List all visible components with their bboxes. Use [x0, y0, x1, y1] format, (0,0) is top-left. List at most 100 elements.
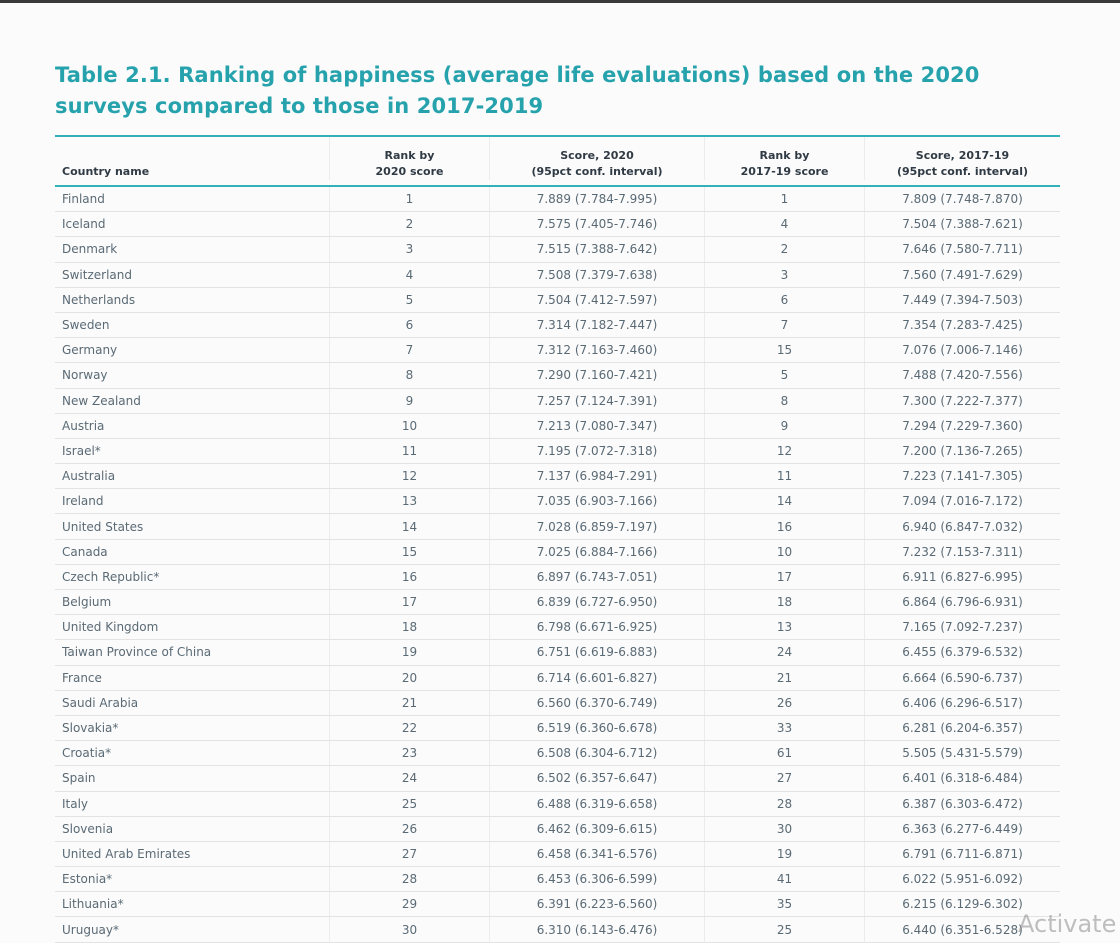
table-cell: 7.076 (7.006-7.146) [902, 343, 1023, 358]
table-cell: 12 [705, 438, 865, 464]
table-cell: 24 [705, 640, 865, 665]
table-cell: 7.488 (7.420-7.556) [902, 368, 1023, 383]
table-row: United States 14 7.028 (6.859-7.197) 16 6.94… [55, 514, 1060, 540]
title: Table 2.1. Ranking of happiness (average… [55, 60, 979, 122]
table-cell: United States [55, 514, 330, 539]
table-cell: 33 [705, 715, 865, 741]
table-cell: Spain [55, 766, 330, 791]
table-cell: 7.515 (7.388-7.642) [490, 237, 705, 262]
table-cell: 6.406 (6.296-6.517) [902, 695, 1023, 710]
table-cell: 6.897 (6.743-7.051) [490, 564, 705, 589]
table-row: Estonia* 28 6.453 (6.306-6.599) 41 6.022 (5.… [55, 867, 1060, 893]
table-cell: 6.462 (6.309-6.615) [490, 816, 705, 841]
header-line: Score, 2020 [560, 149, 634, 162]
table-cell: 7.232 (7.153-7.311) [902, 544, 1023, 559]
table-cell: 25 [705, 917, 865, 942]
table-cell: 41 [705, 867, 865, 892]
table-row: Italy 25 6.488 (6.319-6.658) 28 6.387 (6.303… [55, 791, 1060, 817]
table-cell: Uruguay* [55, 917, 330, 942]
table-row: Canada 15 7.025 (6.884-7.166) 10 7.232 (7.15… [55, 539, 1060, 565]
table-cell: 7.575 (7.405-7.746) [490, 212, 705, 237]
table-cell: 7.508 (7.379-7.638) [490, 262, 705, 287]
table-row: Ireland 13 7.035 (6.903-7.166) 14 7.094 (7.0… [55, 489, 1060, 515]
table-cell: 15 [705, 338, 865, 363]
table-cell: Slovenia [55, 816, 330, 841]
table-row: Saudi Arabia 21 6.560 (6.370-6.749) 26 6.406… [55, 690, 1060, 716]
table-row: Norway 8 7.290 (7.160-7.421) 5 7.488 (7.420-… [55, 363, 1060, 389]
table-cell: 6.401 (6.318-6.484) [902, 771, 1023, 786]
table-cell: 6.281 (6.204-6.357) [902, 721, 1023, 736]
title-line: surveys compared to those in 2017-2019 [55, 94, 544, 118]
table-cell: 6.791 (6.711-6.871) [902, 846, 1023, 861]
table-cell: France [55, 665, 330, 690]
table-cell: Norway [55, 363, 330, 388]
table-row: Switzerland 4 7.508 (7.379-7.638) 3 7.560 (7… [55, 262, 1060, 288]
table-cell: 29 [330, 892, 490, 917]
table-cell: 17 [330, 590, 490, 615]
header-row: Country name Rank by 2020 score Score, 2020… [55, 137, 1060, 187]
table-cell: 3 [330, 237, 490, 262]
table-cell: 12 [330, 464, 490, 489]
table-cell: 6.864 (6.796-6.931) [902, 595, 1023, 610]
table-cell: 7.257 (7.124-7.391) [490, 388, 705, 413]
table-row: Sweden 6 7.314 (7.182-7.447) 7 7.354 (7.283-… [55, 312, 1060, 339]
table-cell: 6.455 (6.379-6.532) [902, 645, 1023, 660]
header-line: (95pct conf. interval) [531, 165, 663, 178]
table-row: France 20 6.714 (6.601-6.827) 21 6.664 (6.59… [55, 665, 1060, 691]
table-cell: 15 [330, 539, 490, 564]
table-cell: 16 [330, 564, 490, 589]
table-cell: 8 [330, 363, 490, 388]
table-cell: 13 [705, 615, 865, 640]
table-cell: United Kingdom [55, 615, 330, 640]
table-cell: Taiwan Province of China [55, 640, 330, 665]
table-cell: 6.798 (6.671-6.925) [490, 615, 705, 640]
table-cell: 6.488 (6.319-6.658) [490, 791, 705, 816]
table-row: United Kingdom 18 6.798 (6.671-6.925) 13 7.1… [55, 615, 1060, 641]
table-cell: 7.025 (6.884-7.166) [490, 539, 705, 564]
table-cell: 6.714 (6.601-6.827) [490, 665, 705, 690]
table-cell: 6.440 (6.351-6.528) [902, 922, 1023, 937]
table-cell: 5.505 (5.431-5.579) [902, 746, 1023, 761]
table-cell: 7.646 (7.580-7.711) [902, 242, 1023, 257]
watermark: Activate [1018, 910, 1117, 938]
table-cell: 7.223 (7.141-7.305) [902, 469, 1023, 484]
table-cell: Switzerland [55, 262, 330, 287]
table-cell: 7.889 (7.784-7.995) [490, 187, 705, 212]
header-line: Country name [62, 165, 150, 178]
table-cell: 7.300 (7.222-7.377) [902, 393, 1023, 408]
table-cell: 16 [705, 514, 865, 539]
table-row: Uruguay* 30 6.310 (6.143-6.476) 25 6.440 (6.… [55, 917, 1060, 943]
table-cell: 17 [705, 564, 865, 589]
table-row: Netherlands 5 7.504 (7.412-7.597) 6 7.449 (7… [55, 287, 1060, 313]
table-cell: Austria [55, 413, 330, 438]
table-cell: 6.453 (6.306-6.599) [490, 867, 705, 892]
table-cell: 7.028 (6.859-7.197) [490, 514, 705, 539]
table-row: Denmark 3 7.515 (7.388-7.642) 2 7.646 (7.580… [55, 237, 1060, 263]
table-cell: 2 [705, 237, 865, 262]
table-cell: 18 [330, 615, 490, 640]
table-cell: 30 [705, 816, 865, 841]
table-cell: 6.751 (6.619-6.883) [490, 640, 705, 665]
header-line: (95pct conf. interval) [896, 165, 1029, 178]
table-cell: United Arab Emirates [55, 841, 330, 867]
table-row: Germany 7 7.312 (7.163-7.460) 15 7.076 (7.00… [55, 338, 1060, 364]
table-cell: 11 [705, 464, 865, 489]
table-cell: 6.022 (5.951-6.092) [902, 872, 1023, 887]
column-header: Rank by 2017-19 score [705, 137, 865, 180]
table-cell: 26 [330, 816, 490, 841]
table-cell: 7.809 (7.748-7.870) [902, 192, 1023, 207]
table-cell: 7.200 (7.136-7.265) [902, 443, 1023, 458]
table-cell: Canada [55, 539, 330, 564]
table-row: Spain 24 6.502 (6.357-6.647) 27 6.401 (6.318… [55, 766, 1060, 792]
table-cell: 6.911 (6.827-6.995) [902, 569, 1023, 584]
column-header: Score, 2017-19 (95pct conf. interval) [865, 137, 1060, 180]
table-cell: 9 [330, 388, 490, 413]
table-cell: 11 [330, 438, 490, 464]
table-cell: 7.354 (7.283-7.425) [902, 318, 1023, 333]
table-cell: Czech Republic* [55, 564, 330, 589]
table-cell: 7.312 (7.163-7.460) [490, 338, 705, 363]
table-cell: 7 [330, 338, 490, 363]
table-row: Israel* 11 7.195 (7.072-7.318) 12 7.200 (7.1… [55, 438, 1060, 465]
table-cell: Finland [55, 187, 330, 212]
table-cell: 19 [705, 841, 865, 867]
